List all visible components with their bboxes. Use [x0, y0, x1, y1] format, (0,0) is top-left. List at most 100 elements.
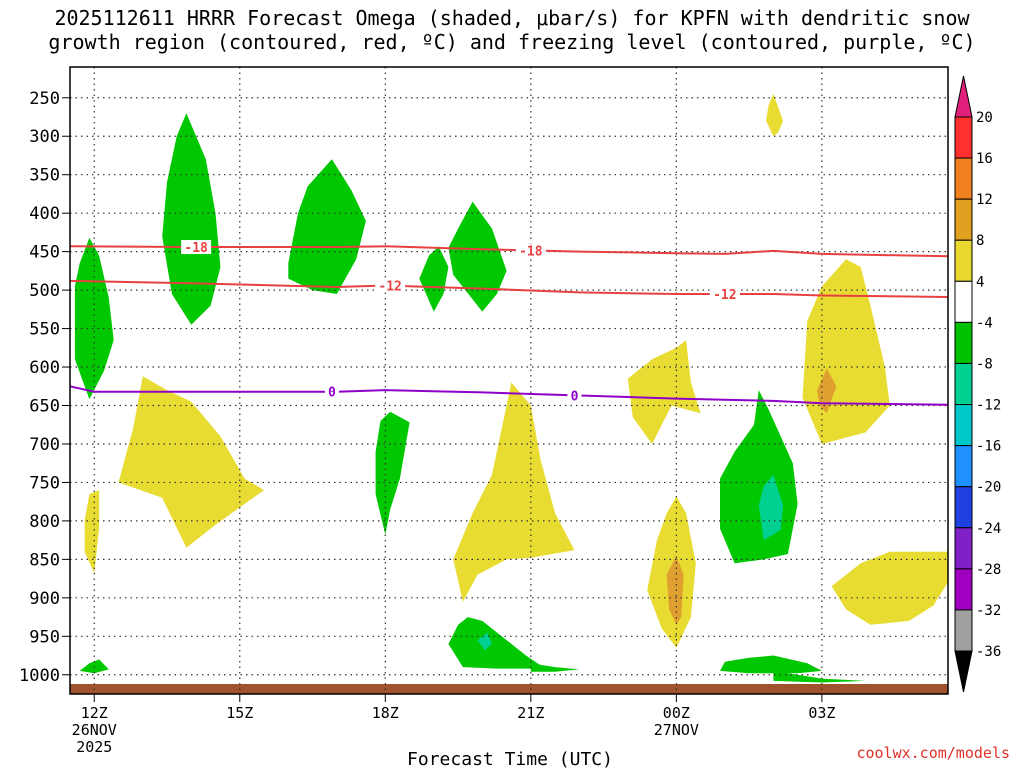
- colorbar-label: -36: [976, 644, 1001, 660]
- y-tick-label: 700: [29, 435, 60, 455]
- colorbar-swatch: [954, 362, 973, 406]
- colorbar: 20 16 12 8 4 -4 -8 -12 -16 -20 -24 -28 -32 -36: [954, 75, 1001, 693]
- omega-region-yellow: [118, 376, 264, 548]
- omega-region-green: [79, 659, 109, 674]
- colorbar-bottom-arrow: [954, 650, 973, 693]
- y-tick-label: 1000: [19, 666, 60, 686]
- contour-label: 0: [571, 389, 579, 404]
- omega-region-green: [720, 655, 822, 674]
- omega-region-green: [773, 670, 866, 683]
- colorbar-swatch: [954, 404, 973, 447]
- omega-region-yellow: [627, 340, 701, 444]
- x-axis-label: Forecast Time (UTC): [407, 749, 613, 768]
- y-tick-label: 600: [29, 358, 60, 378]
- contour-label: -18: [519, 244, 543, 259]
- omega-region-green: [74, 237, 114, 400]
- plot-frame: [69, 66, 949, 695]
- colorbar-label: 4: [976, 274, 984, 290]
- omega-region-green: [720, 390, 798, 564]
- omega-region-yellow: [802, 259, 890, 444]
- contour-label-bg: [375, 278, 406, 293]
- omega-region-green: [448, 617, 546, 669]
- credit-link[interactable]: coolwx.com/models: [856, 744, 1010, 762]
- x-tick-label: 12Z: [81, 704, 108, 722]
- colorbar-swatch: [954, 198, 973, 241]
- plot-area: 250 300 350 400 450 500 550 600 650 700 750 800 850 9…: [19, 66, 949, 756]
- colorbar-swatch: [954, 445, 973, 488]
- contour-line: [69, 245, 949, 258]
- y-tick-label: 650: [29, 397, 60, 417]
- colorbar-label: -8: [976, 356, 993, 372]
- omega-region-orange: [817, 368, 837, 414]
- y-tick-label: 500: [29, 281, 60, 301]
- colorbar-swatch: [954, 116, 973, 159]
- colorbar-top-arrow: [954, 75, 973, 118]
- x-tick-label: 21Z: [517, 704, 544, 722]
- omega-region-green: [375, 411, 410, 535]
- chart-title: 2025112611 HRRR Forecast Omega (shaded, …: [0, 6, 1024, 54]
- colorbar-label: -28: [976, 562, 1001, 578]
- y-tick-label: 300: [29, 127, 60, 147]
- omega-region-yellow: [453, 382, 575, 602]
- y-tick-label: 250: [29, 89, 60, 109]
- title-line-1: 2025112611 HRRR Forecast Omega (shaded, …: [54, 6, 970, 30]
- colorbar-label: 20: [976, 110, 993, 126]
- y-tick-label: 450: [29, 243, 60, 263]
- y-tick-label: 900: [29, 589, 60, 609]
- colorbar-swatch: [954, 239, 973, 282]
- omega-region-green: [448, 201, 507, 312]
- colorbar-swatch: [954, 609, 973, 652]
- omega-region-orange: [666, 555, 684, 625]
- y-tick-label: 350: [29, 166, 60, 186]
- colorbar-label: 12: [976, 192, 993, 208]
- contour-label: -18: [184, 241, 208, 256]
- y-tick-label: 400: [29, 204, 60, 224]
- colorbar-label: -20: [976, 480, 1001, 496]
- contour-line: [69, 385, 949, 406]
- omega-region-yellow: [831, 551, 948, 625]
- omega-region-green: [288, 159, 366, 294]
- x-tick-label: 00Z: [663, 704, 690, 722]
- contour-label-bg: [515, 243, 546, 258]
- omega-region-yellow: [766, 93, 784, 137]
- contour-label-bg: [324, 384, 339, 399]
- colorbar-swatch: [954, 321, 973, 364]
- y-tick-label: 800: [29, 512, 60, 532]
- y-tick-label: 850: [29, 550, 60, 570]
- contour-label: -12: [713, 288, 736, 303]
- terrain-band: [70, 684, 948, 694]
- x-tick-label: 27NOV: [654, 721, 699, 739]
- y-tick-label: 750: [29, 473, 60, 493]
- colorbar-label: -4: [976, 315, 993, 331]
- omega-region-green: [162, 113, 221, 325]
- x-tick-label: 03Z: [808, 704, 835, 722]
- colorbar-swatch: [954, 527, 973, 570]
- colorbar-swatch: [954, 486, 973, 529]
- colorbar-label: -16: [976, 439, 1001, 455]
- contour-label: 0: [328, 386, 336, 401]
- colorbar-swatch: [954, 568, 973, 611]
- omega-region-green: [530, 663, 580, 672]
- contour-label-bg: [567, 388, 582, 403]
- y-tick-label: 950: [29, 627, 60, 647]
- x-tick-label: 26NOV: [72, 721, 117, 739]
- x-tick-label: 18Z: [372, 704, 399, 722]
- colorbar-label: 16: [976, 151, 993, 167]
- colorbar-swatch: [954, 157, 973, 200]
- colorbar-label: 8: [976, 233, 984, 249]
- x-tick-label: 15Z: [226, 704, 253, 722]
- colorbar-label: -32: [976, 603, 1001, 619]
- omega-region-green: [419, 246, 449, 312]
- title-line-2: growth region (contoured, red, ºC) and f…: [48, 30, 976, 54]
- contour-line: [69, 279, 949, 298]
- y-tick-label: 550: [29, 320, 60, 340]
- colorbar-swatch: [954, 280, 973, 323]
- contour-label-bg: [709, 286, 740, 301]
- omega-region-yellow: [84, 490, 100, 574]
- omega-region-teal: [758, 474, 784, 541]
- colorbar-label: -12: [976, 398, 1001, 414]
- contour-label: -12: [378, 280, 401, 295]
- contour-label-bg: [181, 240, 212, 255]
- colorbar-label: -24: [976, 521, 1001, 537]
